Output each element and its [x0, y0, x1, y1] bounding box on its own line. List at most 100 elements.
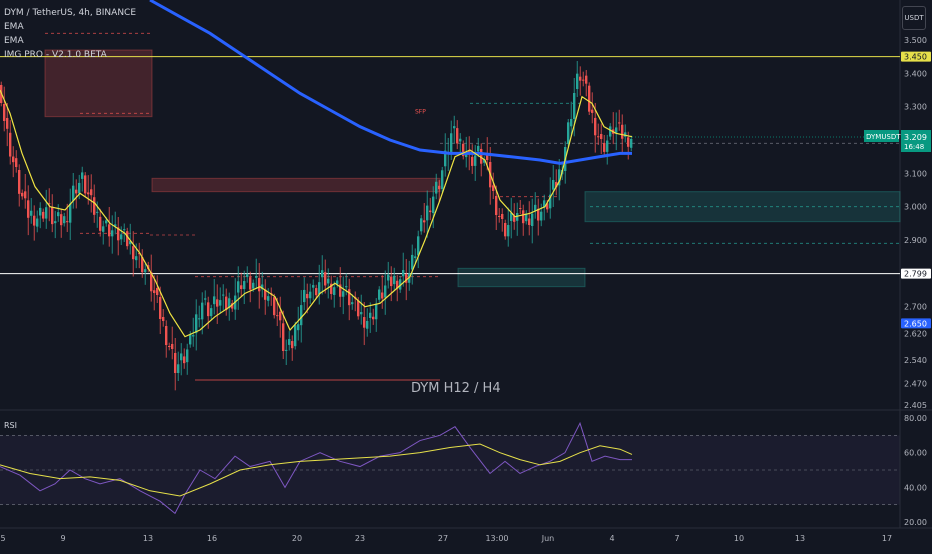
candle-body [339, 284, 342, 297]
candle-body [525, 213, 528, 222]
candle-body [363, 317, 366, 328]
candle-body [432, 196, 435, 214]
symbol-title[interactable]: DYM / TetherUS, 4h, BINANCE [4, 8, 137, 18]
rsi-tick: 40.00 [904, 483, 927, 492]
yellow-level-label-bg [901, 51, 931, 62]
candle-body [585, 75, 588, 84]
candle-body [225, 296, 228, 311]
candle-body [246, 274, 249, 278]
price-tick: 3.100 [904, 169, 927, 178]
candle-body [132, 246, 135, 260]
candle-body [156, 288, 159, 295]
price-tick: 3.300 [904, 103, 927, 112]
candle-body [528, 218, 531, 225]
candle-body [423, 220, 426, 223]
candle-body [540, 211, 543, 221]
candle-body [492, 185, 495, 191]
candle-body [417, 236, 420, 256]
candle-body [627, 137, 630, 147]
candle-body [6, 118, 9, 129]
candle-body [177, 364, 180, 373]
candle-body [27, 200, 30, 218]
candle-body [255, 276, 258, 278]
price-tick: 2.900 [904, 236, 927, 245]
indicator-ema-1[interactable]: EMA [4, 22, 24, 32]
candle-body [108, 224, 111, 237]
candle-body [543, 200, 546, 208]
candle-body [606, 140, 609, 152]
candle-body [591, 109, 594, 113]
candle-body [324, 272, 327, 286]
last-price-label: 3.209 [904, 133, 927, 142]
candle-body [552, 180, 555, 190]
candle-body [249, 277, 252, 290]
blue-level-label: 2.650 [904, 319, 927, 328]
candle-body [321, 270, 324, 278]
rsi-tick: 80.00 [904, 414, 927, 423]
candle-body [378, 289, 381, 300]
candle-body [471, 156, 474, 166]
candle-body [159, 297, 162, 319]
candle-body [366, 320, 369, 329]
candle-body [441, 170, 444, 190]
candle-body [138, 253, 141, 255]
price-tick: 2.700 [904, 303, 927, 312]
candle-body [207, 302, 210, 317]
candle-body [21, 192, 24, 197]
candle-body [69, 203, 72, 223]
candle-body [114, 224, 117, 227]
currency-button[interactable]: USDT [902, 6, 926, 30]
candle-body [486, 154, 489, 160]
candle-body [180, 353, 183, 361]
candle-body [204, 298, 207, 300]
white-level-label: 2.799 [904, 270, 927, 279]
price-tick: 3.000 [904, 203, 927, 212]
candle-body [63, 216, 66, 224]
candle-body [273, 297, 276, 316]
candle-body [567, 122, 570, 144]
candle-body [357, 300, 360, 317]
candle-body [210, 308, 213, 317]
candle-body [288, 339, 291, 345]
indicator-img-pro[interactable]: IMG PRO - V2.1.0 BETA [4, 50, 107, 60]
time-tick: 27 [438, 534, 448, 543]
candle-body [615, 127, 618, 133]
candle-body [243, 281, 246, 290]
candle-body [312, 285, 315, 288]
candle-body [84, 175, 87, 194]
candle-body [513, 215, 516, 222]
candle-body [306, 293, 309, 299]
candle-body [618, 122, 621, 124]
rsi-line [0, 421, 632, 515]
candle-body [534, 204, 537, 211]
candle-body [141, 257, 144, 273]
candle-body [153, 290, 156, 293]
candle-body [120, 234, 123, 240]
candle-body [78, 182, 81, 194]
candle-body [546, 203, 549, 210]
candle-body [216, 299, 219, 307]
candle-body [81, 172, 84, 179]
candle-body [387, 274, 390, 281]
candle-body [621, 124, 624, 139]
indicator-ema-2[interactable]: EMA [4, 36, 24, 46]
candle-body [465, 154, 468, 158]
candle-body [411, 254, 414, 270]
price-tick: 2.620 [904, 329, 927, 338]
candle-body [360, 312, 363, 315]
candle-body [390, 276, 393, 287]
time-tick: 23 [355, 534, 365, 543]
time-tick: 13:00 [485, 534, 508, 543]
candle-body [12, 156, 15, 163]
candle-body [168, 346, 171, 347]
candle-body [582, 79, 585, 81]
candle-body [213, 296, 216, 305]
candle-body [396, 280, 399, 289]
candle-body [219, 300, 222, 306]
candle-body [303, 289, 306, 303]
candle-body [228, 298, 231, 309]
candle-body [222, 294, 225, 296]
candle-body [438, 185, 441, 190]
